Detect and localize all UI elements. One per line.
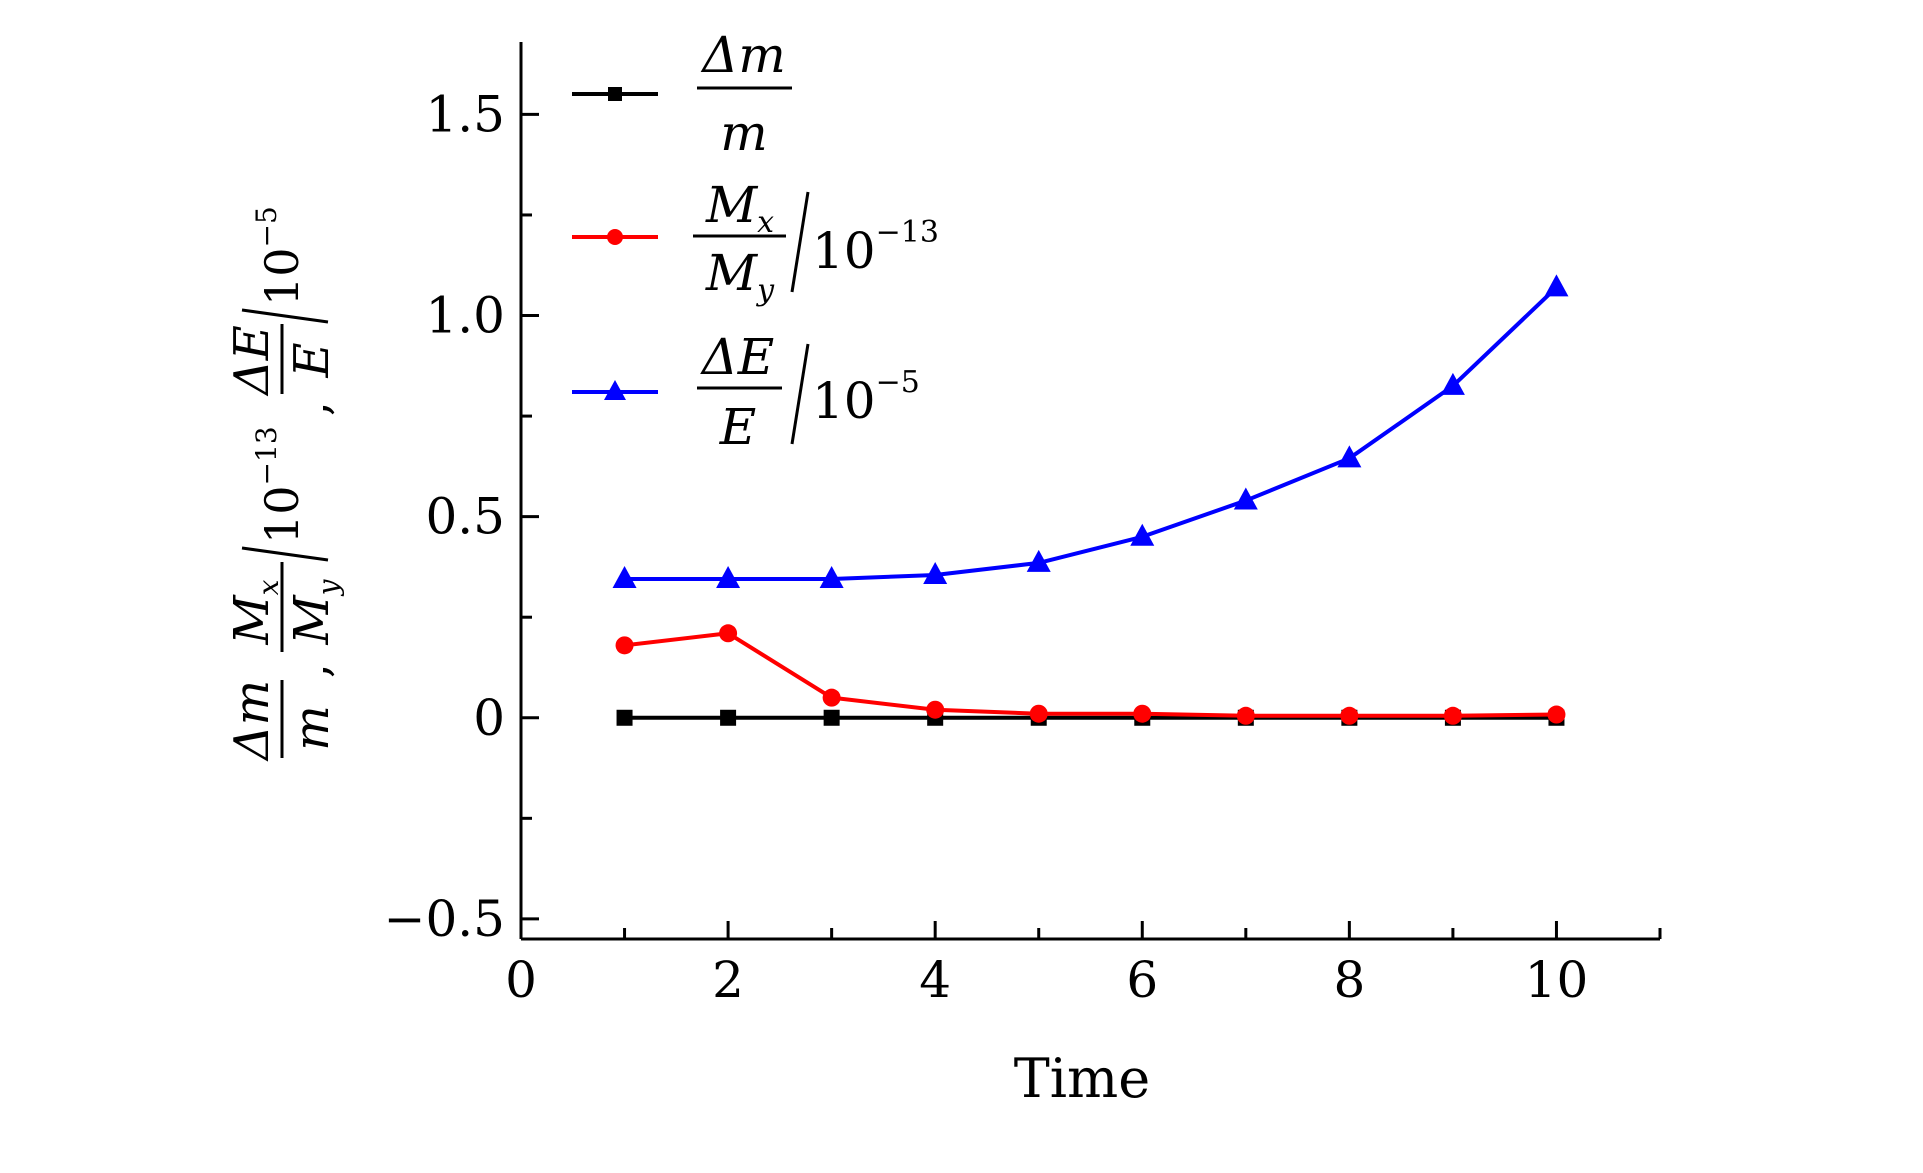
y-title-scale1: 10−13 (250, 426, 309, 544)
data-point-circle (719, 624, 738, 643)
data-point-triangle (1440, 372, 1465, 395)
y-title-de: ΔE (224, 325, 280, 397)
y-title-my: My (284, 578, 345, 645)
legend-slash-de (790, 343, 810, 445)
y-tick-label: −0.5 (384, 890, 505, 948)
y-title-e: E (284, 342, 340, 378)
data-point-triangle (819, 565, 844, 588)
data-point-circle (1547, 705, 1566, 724)
series-line-2 (624, 285, 1558, 581)
data-point-circle (926, 700, 945, 719)
y-axis-title: Δm m , Mx My 10−13 , ΔE E 10−5 (224, 206, 345, 762)
x-tick-label: 2 (712, 951, 744, 1009)
series-line-1 (624, 631, 1557, 718)
y-title-comma1: , (285, 663, 339, 678)
data-point-circle (1443, 706, 1462, 725)
y-title-slash1 (241, 546, 329, 562)
legend: Δm m Mx My 10−13 ΔE E 10−5 (572, 26, 939, 456)
y-title-slash2 (241, 308, 329, 324)
x-tick-label: 0 (505, 951, 537, 1009)
data-point-triangle (1026, 549, 1051, 572)
series-2 (612, 274, 1569, 588)
series-layer (612, 274, 1569, 726)
data-point-square (616, 709, 633, 726)
data-point-triangle (923, 561, 948, 584)
data-point-triangle (1130, 523, 1155, 546)
legend-marker-mx (607, 229, 623, 245)
legend-scale-de: 10−5 (812, 365, 920, 430)
data-point-circle (1236, 706, 1255, 725)
x-tick-label: 4 (919, 951, 951, 1009)
y-title-scale2: 10−5 (250, 206, 309, 306)
legend-num-de: ΔE (700, 328, 775, 386)
legend-entry-dm: Δm m (572, 26, 792, 162)
y-tick-label: 0 (473, 689, 505, 747)
legend-entry-mx: Mx My 10−13 (572, 176, 939, 308)
data-point-square (823, 709, 840, 726)
x-axis-title: Time (1014, 1047, 1150, 1110)
data-point-triangle (1233, 487, 1258, 510)
y-tick-label: 1.5 (425, 85, 505, 143)
x-tick-label: 10 (1525, 951, 1589, 1009)
data-point-circle (1340, 706, 1359, 725)
axes: 0 2 4 6 8 10−0.500.51.01.5 (384, 42, 1662, 1009)
data-point-circle (1133, 704, 1152, 723)
legend-num-mx: Mx (705, 176, 774, 240)
legend-den-de: E (719, 398, 757, 456)
data-point-circle (615, 636, 634, 655)
data-point-triangle (612, 565, 637, 588)
data-point-circle (822, 688, 841, 707)
y-title-dm: Δm (224, 680, 280, 762)
data-point-triangle (716, 565, 741, 588)
legend-marker-dm (608, 87, 622, 101)
y-title-mx: Mx (224, 579, 285, 645)
series-1 (615, 624, 1566, 725)
legend-scale-mx: 10−13 (812, 215, 939, 280)
data-point-circle (1029, 704, 1048, 723)
data-point-triangle (1337, 445, 1362, 468)
data-point-triangle (1544, 274, 1569, 297)
y-tick-label: 1.0 (425, 287, 505, 345)
legend-entry-de: ΔE E 10−5 (572, 328, 920, 456)
x-tick-label: 6 (1126, 951, 1158, 1009)
legend-den-dm: m (720, 104, 767, 162)
y-title-m: m (284, 705, 340, 751)
legend-slash-mx (790, 191, 810, 293)
legend-num-dm: Δm (700, 26, 786, 84)
y-title-comma2: , (285, 401, 339, 416)
x-tick-label: 8 (1333, 951, 1365, 1009)
legend-den-mx: My (705, 244, 775, 308)
legend-marker-de (604, 380, 626, 400)
data-point-square (720, 709, 737, 726)
y-tick-label: 0.5 (425, 488, 505, 546)
